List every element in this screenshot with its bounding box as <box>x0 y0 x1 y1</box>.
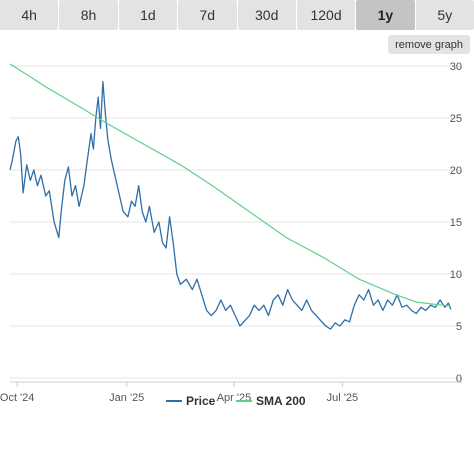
y-tick-label: 25 <box>450 113 462 125</box>
range-tab-5y[interactable]: 5y <box>415 0 474 30</box>
range-tab-120d[interactable]: 120d <box>296 0 356 30</box>
y-tick-label: 5 <box>456 321 462 333</box>
range-tab-8h[interactable]: 8h <box>59 0 118 30</box>
x-tick-label: Apr '25 <box>217 392 252 404</box>
legend: Price SMA 200 <box>166 394 306 408</box>
y-tick-label: 15 <box>450 217 462 229</box>
y-tick-label: 10 <box>450 269 462 281</box>
chart-svg: 0 5 10 15 20 25 30 Oct '24 Jan '25 Apr '25 Jul '2… <box>0 61 462 408</box>
y-tick-label: 20 <box>450 165 462 177</box>
range-tab-30d[interactable]: 30d <box>237 0 296 30</box>
y-axis: 0 5 10 15 20 25 30 <box>450 61 462 385</box>
y-tick-label: 0 <box>456 373 462 385</box>
x-tick-label: Oct '24 <box>0 392 34 404</box>
range-tab-1y[interactable]: 1y <box>356 0 415 30</box>
legend-label-sma-200: SMA 200 <box>256 394 306 408</box>
x-axis: Oct '24 Jan '25 Apr '25 Jul '25 <box>0 381 462 404</box>
y-tick-label: 30 <box>450 61 462 73</box>
x-tick-label: Jan '25 <box>109 392 144 404</box>
range-tab-4h[interactable]: 4h <box>0 0 59 30</box>
legend-label-price: Price <box>186 394 216 408</box>
series-line-price <box>9 80 452 330</box>
x-tick-label: Jul '25 <box>327 392 358 404</box>
series-line-sma-200 <box>9 63 451 307</box>
price-chart: 0 5 10 15 20 25 30 Oct '24 Jan '25 Apr '25 Jul '2… <box>0 56 474 455</box>
time-range-tabs: 4h 8h 1d 7d 30d 120d 1y 5y <box>0 0 474 30</box>
range-tab-1d[interactable]: 1d <box>118 0 178 30</box>
series-lines <box>9 63 452 330</box>
remove-graph-button[interactable]: remove graph <box>388 35 470 54</box>
range-tab-7d[interactable]: 7d <box>178 0 237 30</box>
grid-lines <box>10 65 462 379</box>
